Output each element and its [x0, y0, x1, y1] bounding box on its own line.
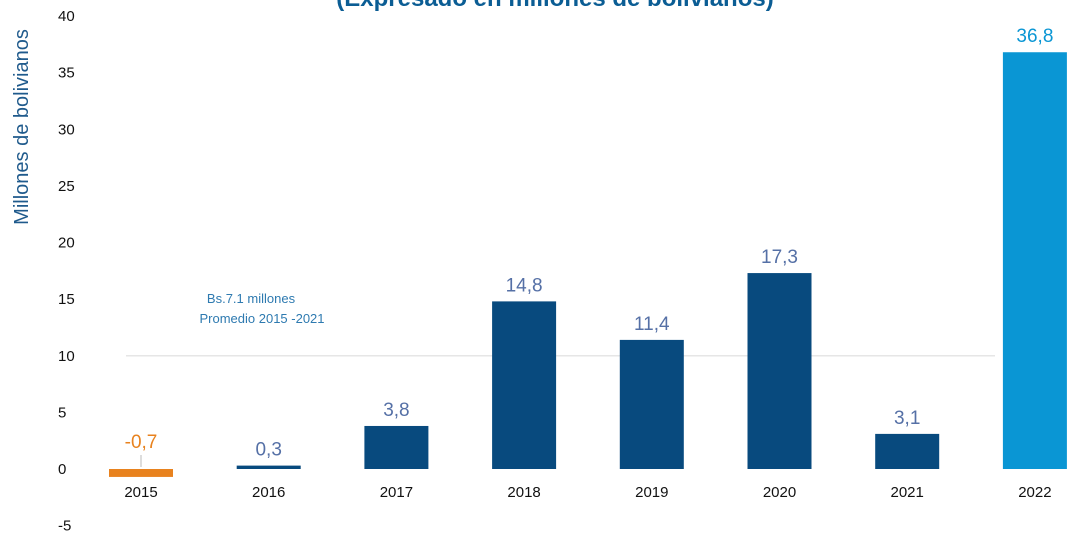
data-label: 17,3 [761, 247, 798, 268]
y-axis-label: Millones de bolivianos [11, 29, 33, 225]
x-tick-label: 2020 [763, 484, 796, 501]
chart-title: (Expresado en millones de bolivianos) [336, 0, 773, 12]
data-label: 36,8 [1016, 26, 1053, 47]
y-axis-ticks: 40 35 30 25 20 15 10 5 0 -5 [58, 8, 75, 534]
y-tick-label: 30 [58, 121, 75, 138]
y-tick-label: 10 [58, 348, 75, 365]
bar-2018 [492, 301, 557, 469]
bar-2015 [109, 469, 173, 477]
bar-2019 [619, 339, 684, 469]
y-tick-label: 35 [58, 65, 75, 82]
average-group: Bs.7.1 millones Promedio 2015 -2021 [126, 291, 995, 357]
data-label: -0,7 [125, 432, 158, 453]
data-label: 14,8 [506, 275, 543, 296]
y-tick-label: 15 [58, 291, 75, 308]
average-label-amount: Bs.7.1 millones [207, 291, 296, 306]
x-axis-ticks: 2015 2016 2017 2018 2019 2020 2021 2022 [124, 484, 1051, 501]
bar-2017 [364, 425, 429, 469]
average-label-period: Promedio 2015 -2021 [199, 311, 324, 326]
bar-2021 [875, 433, 940, 469]
y-tick-label: -5 [58, 518, 71, 534]
y-tick-label: 0 [58, 461, 66, 478]
x-tick-label: 2018 [507, 484, 540, 501]
x-tick-label: 2022 [1018, 484, 1051, 501]
data-label: 3,1 [894, 408, 920, 429]
y-tick-label: 20 [58, 235, 75, 252]
y-tick-label: 25 [58, 178, 75, 195]
x-tick-label: 2017 [380, 484, 413, 501]
data-label: 0,3 [255, 440, 281, 461]
data-label: 11,4 [634, 314, 670, 335]
x-tick-label: 2021 [891, 484, 924, 501]
y-tick-label: 40 [58, 8, 75, 25]
data-labels: -0,7 0,3 3,8 14,8 11,4 17,3 3,1 36,8 [125, 26, 1053, 467]
bar-2020 [747, 273, 812, 469]
x-tick-label: 2015 [124, 484, 157, 501]
y-tick-label: 5 [58, 404, 66, 421]
bar-2016 [236, 465, 301, 469]
x-tick-label: 2016 [252, 484, 285, 501]
bar-2022 [1002, 52, 1067, 470]
data-label: 3,8 [383, 400, 409, 421]
bars [109, 52, 1067, 477]
x-tick-label: 2019 [635, 484, 668, 501]
